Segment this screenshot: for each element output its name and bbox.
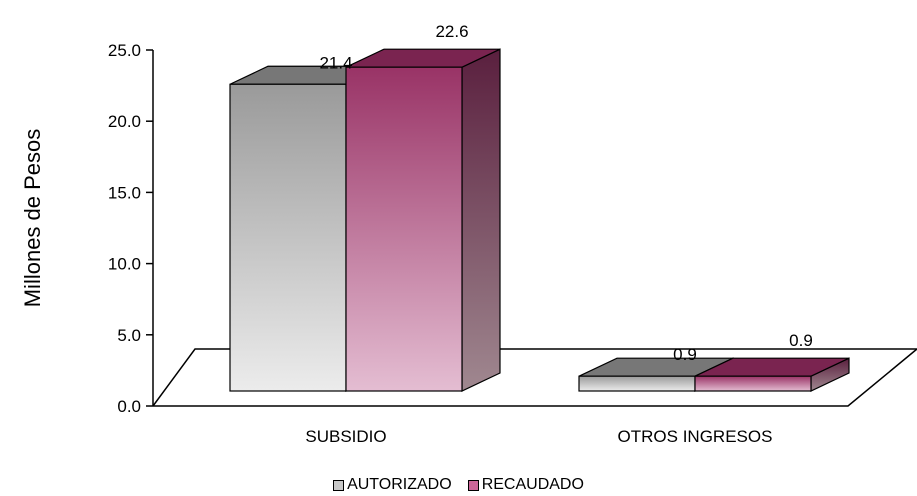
- bars: [229, 48, 850, 392]
- labels: 21.4 22.6 SUBSIDIO 0.9 0.9 OTROS INGRESOS: [305, 22, 812, 446]
- floor-back-edge: [152, 348, 917, 407]
- data-label: 0.9: [673, 345, 697, 364]
- bar-front-face: [578, 375, 696, 392]
- legend-swatch: [333, 479, 345, 491]
- legend-item-autorizado: AUTORIZADO: [333, 476, 452, 494]
- x-category-label: SUBSIDIO: [305, 427, 386, 446]
- y-tick-label: 10.0: [108, 255, 141, 274]
- y-tick-label: 25.0: [108, 41, 141, 60]
- bar-front-face: [345, 66, 463, 392]
- legend-item-recaudado: RECAUDADO: [467, 476, 584, 494]
- bar-front-face: [229, 83, 347, 392]
- data-label: 21.4: [319, 53, 352, 72]
- bar-recaudado-1: [694, 357, 850, 392]
- y-tick-label: 15.0: [108, 183, 141, 202]
- x-category-label: OTROS INGRESOS: [618, 427, 773, 446]
- y-tick-label: 20.0: [108, 112, 141, 131]
- bar-front-face: [694, 375, 812, 392]
- legend-label: RECAUDADO: [481, 476, 584, 493]
- legend-label: AUTORIZADO: [347, 476, 452, 493]
- bar-recaudado-0: [345, 48, 501, 392]
- y-tick-label: 5.0: [117, 326, 141, 345]
- y-tick-label: 0.0: [117, 397, 141, 416]
- data-label: 0.9: [789, 331, 813, 350]
- bar-side-face: [461, 48, 501, 392]
- legend: AUTORIZADO RECAUDADO: [0, 476, 917, 494]
- data-label: 22.6: [435, 22, 468, 41]
- chart-floor: [152, 348, 917, 407]
- floor-front-edge: [153, 348, 917, 407]
- y-axis: 0.0 5.0 10.0 15.0 20.0 25.0: [108, 41, 154, 416]
- legend-swatch: [467, 479, 479, 491]
- y-axis-label: Millones de Pesos: [20, 129, 45, 308]
